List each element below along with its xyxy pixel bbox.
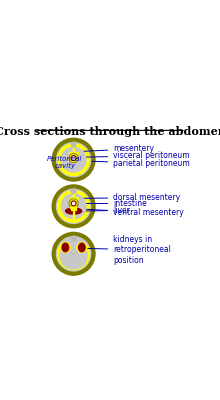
Circle shape bbox=[52, 185, 95, 228]
Ellipse shape bbox=[62, 243, 69, 252]
Circle shape bbox=[61, 147, 86, 172]
Circle shape bbox=[58, 238, 89, 270]
Text: intestine: intestine bbox=[80, 199, 147, 208]
Circle shape bbox=[73, 202, 75, 204]
Circle shape bbox=[52, 232, 95, 275]
Circle shape bbox=[70, 200, 77, 207]
Text: mesentery: mesentery bbox=[77, 144, 154, 153]
Circle shape bbox=[61, 242, 70, 252]
Text: visceral peritoneum: visceral peritoneum bbox=[80, 151, 190, 160]
Text: liver: liver bbox=[85, 206, 130, 215]
Circle shape bbox=[61, 194, 86, 219]
FancyBboxPatch shape bbox=[73, 206, 74, 218]
FancyBboxPatch shape bbox=[73, 145, 74, 160]
Text: Cross sections through the abdomen: Cross sections through the abdomen bbox=[0, 126, 220, 138]
Circle shape bbox=[57, 237, 91, 271]
Ellipse shape bbox=[79, 243, 85, 252]
Circle shape bbox=[70, 154, 77, 162]
Text: ventral mesentery: ventral mesentery bbox=[78, 208, 184, 217]
Text: dorsal mesentery: dorsal mesentery bbox=[78, 193, 180, 202]
Ellipse shape bbox=[79, 243, 85, 252]
Circle shape bbox=[57, 189, 91, 224]
Circle shape bbox=[60, 242, 87, 269]
Circle shape bbox=[77, 242, 87, 252]
Wedge shape bbox=[61, 238, 86, 254]
Text: Peritoneal
cavity: Peritoneal cavity bbox=[47, 156, 82, 169]
Circle shape bbox=[52, 138, 95, 181]
Circle shape bbox=[69, 154, 78, 162]
Text: parietal peritoneum: parietal peritoneum bbox=[92, 159, 190, 168]
Circle shape bbox=[61, 242, 70, 252]
Circle shape bbox=[58, 144, 89, 176]
FancyBboxPatch shape bbox=[73, 194, 74, 201]
Circle shape bbox=[77, 242, 87, 252]
Circle shape bbox=[57, 142, 91, 177]
Circle shape bbox=[69, 199, 78, 208]
Circle shape bbox=[58, 190, 89, 222]
Ellipse shape bbox=[66, 208, 82, 214]
Wedge shape bbox=[60, 237, 87, 254]
Circle shape bbox=[73, 157, 75, 159]
Circle shape bbox=[71, 156, 76, 160]
Ellipse shape bbox=[62, 243, 69, 252]
Text: kidneys in
retroperitoneal
position: kidneys in retroperitoneal position bbox=[85, 235, 171, 265]
Circle shape bbox=[71, 201, 76, 206]
